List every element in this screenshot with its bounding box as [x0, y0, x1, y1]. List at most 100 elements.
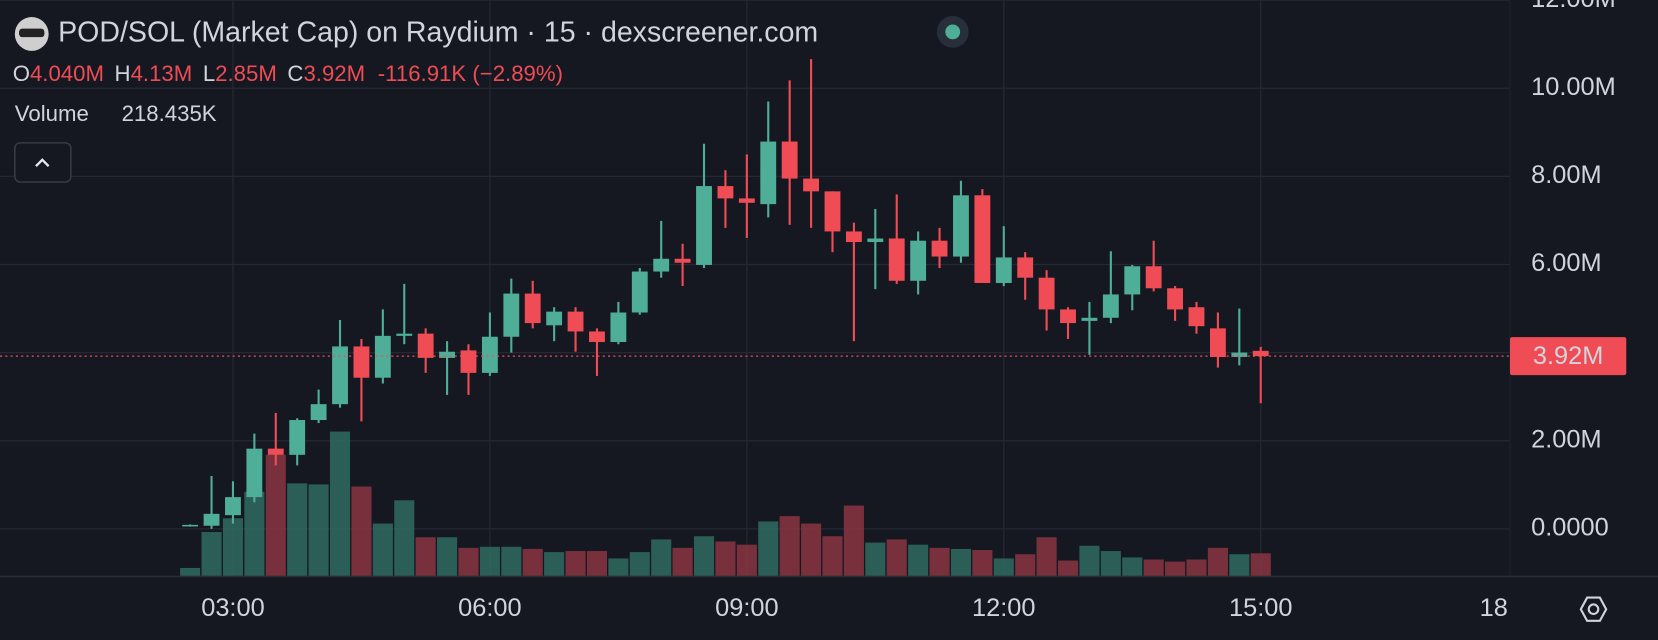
chart-title: POD/SOL (Market Cap) on Raydium · 15 · d… — [58, 17, 818, 49]
volume-legend-label: Volume — [15, 101, 89, 126]
collapse-chevron[interactable] — [35, 158, 50, 167]
legend-key: L — [203, 61, 215, 86]
y-tick-label: 10.00M — [1531, 73, 1616, 101]
legend-value: 3.92M — [303, 61, 365, 86]
candle-body — [353, 346, 370, 378]
y-tick-label: 6.00M — [1531, 249, 1601, 277]
candle-body — [589, 331, 605, 343]
x-tick-label: 09:00 — [715, 594, 778, 622]
legend-key: H — [115, 61, 131, 86]
volume-bar — [865, 542, 886, 577]
candle-body — [631, 271, 648, 313]
candle-body — [289, 420, 306, 455]
candle-body — [396, 333, 413, 336]
volume-bar — [544, 552, 565, 577]
candle-body — [1145, 266, 1162, 289]
candle-body — [332, 346, 348, 405]
volume-bar — [1229, 554, 1250, 577]
volume-bar — [1207, 547, 1228, 577]
volume-bar — [1122, 557, 1143, 577]
volume-bar — [843, 505, 864, 577]
candle-body — [1102, 294, 1119, 318]
candle-body — [1124, 266, 1141, 295]
volume-bar — [1186, 559, 1207, 577]
candle-body — [1081, 317, 1098, 321]
volume-bar — [222, 518, 244, 577]
token-logo-glasses — [19, 28, 45, 38]
price-label-box — [1509, 337, 1627, 376]
candle-body — [524, 293, 541, 324]
candle-body — [481, 336, 498, 373]
candle-body — [953, 195, 969, 257]
candle-body — [867, 238, 884, 243]
volume-bar — [651, 539, 672, 577]
volume-bar — [437, 537, 458, 577]
x-tick-label: 06:00 — [458, 594, 521, 622]
candle-body — [439, 351, 456, 358]
volume-bar — [394, 500, 415, 577]
x-tick-label: 18 — [1480, 594, 1508, 622]
volume-bar — [801, 523, 822, 577]
y-tick-label: 8.00M — [1531, 161, 1601, 189]
volume-bar — [501, 546, 522, 577]
candle-body — [1231, 352, 1248, 358]
candle-body — [717, 186, 734, 199]
candle-body — [246, 448, 263, 498]
legend-key: O — [13, 61, 30, 86]
volume-bar — [1036, 537, 1057, 577]
volume-legend-value: 218.435K — [122, 101, 217, 126]
legend-key: C — [287, 61, 303, 86]
candle-body — [610, 312, 627, 343]
volume-bar — [608, 558, 629, 577]
candle-body — [845, 231, 862, 243]
legend-change: -116.91K (−2.89%) — [378, 61, 563, 86]
volume-bar — [758, 521, 779, 577]
candle-body — [888, 238, 905, 281]
axes: 0.00002.00M4.00M6.00M8.00M10.00M12.00M03… — [0, 0, 1627, 622]
candle-body — [417, 333, 434, 358]
y-tick-label: 0.0000 — [1531, 514, 1609, 542]
collapse-button[interactable] — [14, 142, 72, 183]
settings-icon-center[interactable] — [1587, 603, 1600, 616]
volume-bar — [993, 558, 1014, 577]
volume-bar — [779, 516, 800, 577]
candle-body — [910, 240, 927, 281]
volume-bar — [1015, 554, 1036, 577]
y-tick-label: 12.00M — [1531, 0, 1616, 13]
candle-body — [824, 191, 841, 232]
volume-bar — [287, 483, 308, 577]
candle-body — [674, 258, 691, 263]
volume-bar — [715, 541, 736, 577]
settings-icon[interactable] — [1579, 596, 1608, 622]
x-tick-label: 12:00 — [972, 594, 1035, 622]
legend-value: 4.040M — [30, 61, 104, 86]
volume-bar — [736, 544, 757, 577]
volume-bar — [929, 547, 950, 577]
candle-body — [374, 335, 391, 378]
volume-bar — [308, 484, 329, 577]
volume-bar — [586, 551, 608, 577]
volume-bar — [329, 431, 351, 577]
candle-body — [760, 141, 777, 205]
status-dot — [945, 24, 961, 40]
candle-body — [1252, 350, 1269, 357]
volume-bar — [1079, 545, 1100, 577]
volume-layer — [180, 431, 1271, 577]
candle-body — [931, 240, 948, 257]
settings-button[interactable] — [1579, 596, 1608, 622]
volume-bar — [351, 486, 372, 577]
volume-bar — [522, 548, 543, 577]
volume-bar — [908, 544, 929, 577]
collapse-button-frame[interactable] — [14, 142, 72, 183]
candle-body — [503, 293, 520, 337]
candle-body — [567, 311, 584, 332]
candle-body — [1038, 277, 1055, 310]
candle-body — [267, 448, 284, 455]
volume-bar — [1165, 561, 1186, 577]
candle-body — [696, 186, 712, 265]
candle-body — [1060, 309, 1076, 324]
volume-bar — [458, 547, 479, 577]
candle-body — [460, 350, 477, 373]
volume-bar — [244, 491, 265, 577]
